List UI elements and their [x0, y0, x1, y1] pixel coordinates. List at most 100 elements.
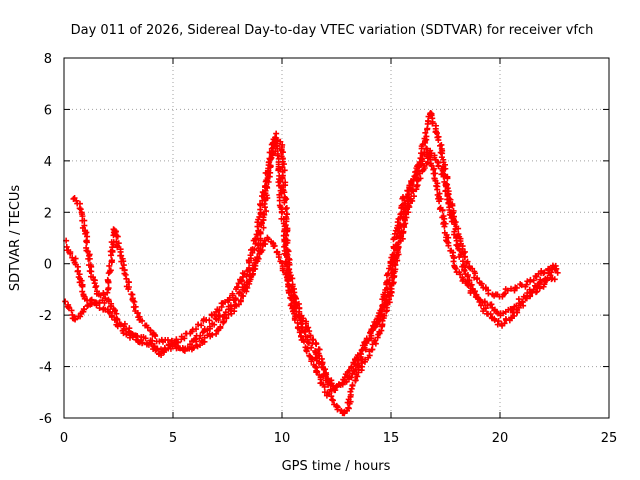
data-point [253, 236, 260, 243]
data-point [282, 222, 289, 229]
data-point [174, 339, 181, 346]
data-point [280, 161, 287, 168]
data-point [249, 271, 256, 278]
data-point [457, 271, 464, 278]
data-point [199, 329, 206, 336]
data-point [467, 282, 474, 289]
data-point [307, 332, 314, 339]
data-point [267, 162, 274, 169]
data-point [316, 346, 323, 353]
x-tick-label: 5 [169, 431, 177, 446]
data-point [118, 252, 125, 259]
y-tick-label: -4 [39, 361, 52, 376]
data-point [388, 282, 395, 289]
data-point [263, 208, 270, 215]
data-point [352, 377, 359, 384]
data-point [104, 276, 111, 283]
data-point [256, 250, 263, 257]
y-tick-label: 8 [44, 52, 52, 67]
data-point [321, 383, 328, 390]
data-point [114, 244, 121, 251]
data-point [348, 363, 355, 370]
data-point [461, 267, 468, 274]
data-point [536, 285, 543, 292]
data-point [249, 246, 256, 253]
data-point [309, 340, 316, 347]
data-point [460, 250, 467, 257]
data-point [211, 321, 218, 328]
data-point [293, 308, 300, 315]
data-point [504, 287, 511, 294]
data-point [417, 160, 424, 167]
x-tick-label: 15 [383, 431, 400, 446]
plot-frame [63, 57, 610, 419]
data-point [235, 301, 242, 308]
data-point [67, 249, 74, 256]
data-point [93, 302, 100, 309]
data-point [206, 317, 213, 324]
data-point [445, 242, 452, 249]
data-point [386, 277, 393, 284]
data-point [77, 313, 84, 320]
chart-title: Day 011 of 2026, Sidereal Day-to-day VTE… [71, 23, 594, 38]
data-point [162, 346, 169, 353]
data-point [374, 321, 381, 328]
data-point [541, 269, 548, 276]
data-point [554, 269, 561, 276]
grid [64, 58, 609, 418]
data-point [275, 254, 282, 261]
data-point [279, 174, 286, 181]
data-point [385, 291, 392, 298]
data-point [120, 262, 127, 269]
data-point [192, 336, 199, 343]
data-point [297, 317, 304, 324]
data-point [221, 318, 228, 325]
data-point [394, 241, 401, 248]
data-point [107, 267, 114, 274]
data-points [62, 110, 561, 417]
data-point [270, 143, 277, 150]
data-point [139, 317, 146, 324]
data-point [405, 198, 412, 205]
data-point [414, 167, 421, 174]
data-point [77, 206, 84, 213]
data-point [482, 305, 489, 312]
data-point [76, 205, 83, 212]
data-point [541, 281, 548, 288]
data-point [502, 315, 509, 322]
data-point [285, 289, 292, 296]
data-point [109, 244, 116, 251]
data-point [130, 304, 137, 311]
data-point [181, 335, 188, 342]
y-tick-label: 0 [44, 258, 52, 273]
data-point [463, 260, 470, 267]
data-point [130, 297, 137, 304]
data-point [148, 340, 155, 347]
data-point [391, 230, 398, 237]
data-point [431, 152, 438, 159]
y-tick-label: 6 [44, 103, 52, 118]
data-point [446, 195, 453, 202]
data-point [434, 186, 441, 193]
data-point [303, 348, 310, 355]
data-point [284, 251, 291, 258]
data-point [508, 285, 515, 292]
data-point [292, 303, 299, 310]
x-tick-label: 20 [492, 431, 509, 446]
data-point [105, 285, 112, 292]
data-point [71, 259, 78, 266]
data-point [287, 302, 294, 309]
x-tick-label: 25 [601, 431, 618, 446]
data-point [491, 317, 498, 324]
data-point [291, 316, 298, 323]
y-tick-label: 4 [44, 155, 52, 170]
data-point [433, 182, 440, 189]
data-point [519, 299, 526, 306]
data-point [278, 147, 285, 154]
data-point [466, 264, 473, 271]
data-point [93, 283, 100, 290]
data-point [234, 284, 241, 291]
data-point [282, 205, 289, 212]
x-tick-label: 0 [60, 431, 68, 446]
x-tick-label: 10 [274, 431, 291, 446]
